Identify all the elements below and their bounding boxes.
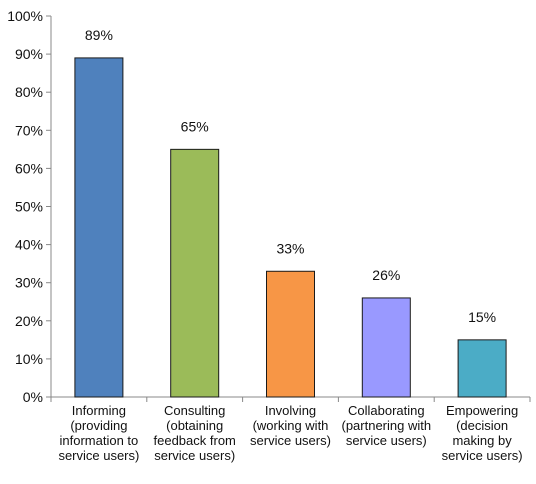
bar <box>74 57 124 398</box>
data-label: 15% <box>468 309 496 325</box>
category-label-line: (decision <box>456 418 508 433</box>
category-label-line: Empowering <box>446 403 518 418</box>
bar <box>170 148 220 398</box>
category-label-line: Involving <box>265 403 316 418</box>
category-label: Consulting (obtaining feedback from service… <box>154 403 236 463</box>
category-label-line: service users) <box>442 448 523 463</box>
y-tick-label: 40% <box>15 237 43 253</box>
category-label-line: Consulting <box>164 403 225 418</box>
data-labels: 89% 65% 33% 26% 15% <box>85 27 496 325</box>
y-tick-label: 0% <box>23 389 43 405</box>
y-tick-label: 80% <box>15 84 43 100</box>
category-label-line: service users) <box>154 448 235 463</box>
category-label-line: service users) <box>58 448 139 463</box>
category-label-line: Collaborating <box>348 403 425 418</box>
bar <box>457 339 507 398</box>
category-label-line: (working with <box>253 418 329 433</box>
category-label-line: (providing <box>70 418 127 433</box>
y-tick-label: 70% <box>15 122 43 138</box>
data-label: 89% <box>85 27 113 43</box>
y-tick-label: 20% <box>15 313 43 329</box>
category-label-line: (obtaining <box>166 418 223 433</box>
category-label-line: (partnering with <box>341 418 431 433</box>
category-label: Collaborating (partnering with service use… <box>341 403 431 448</box>
y-tick-label: 90% <box>15 46 43 62</box>
y-axis-ticks: 0% 10% 20% 30% 40% 50% 60% 70% 80% 90% 100% <box>7 8 51 405</box>
category-label: Informing (providing information to service… <box>58 403 139 463</box>
data-label: 65% <box>181 118 209 134</box>
category-label-line: service users) <box>250 433 331 448</box>
category-label-line: Informing <box>72 403 126 418</box>
y-tick-label: 10% <box>15 351 43 367</box>
data-label: 33% <box>276 240 304 256</box>
bar <box>361 297 411 398</box>
y-tick-label: 50% <box>15 199 43 215</box>
bar <box>266 270 315 398</box>
y-tick-label: 60% <box>15 160 43 176</box>
data-label: 26% <box>372 267 400 283</box>
category-label-line: information to <box>60 433 139 448</box>
category-label: Involving (working with service users) <box>250 403 331 448</box>
category-label-line: service users) <box>346 433 427 448</box>
bars <box>74 57 507 398</box>
category-labels: Informing (providing information to service… <box>58 403 522 463</box>
y-tick-label: 30% <box>15 275 43 291</box>
category-label-line: making by <box>452 433 512 448</box>
y-tick-label: 100% <box>7 8 43 24</box>
category-label: Empowering (decision making by service user… <box>442 403 523 463</box>
category-label-line: feedback from <box>154 433 236 448</box>
